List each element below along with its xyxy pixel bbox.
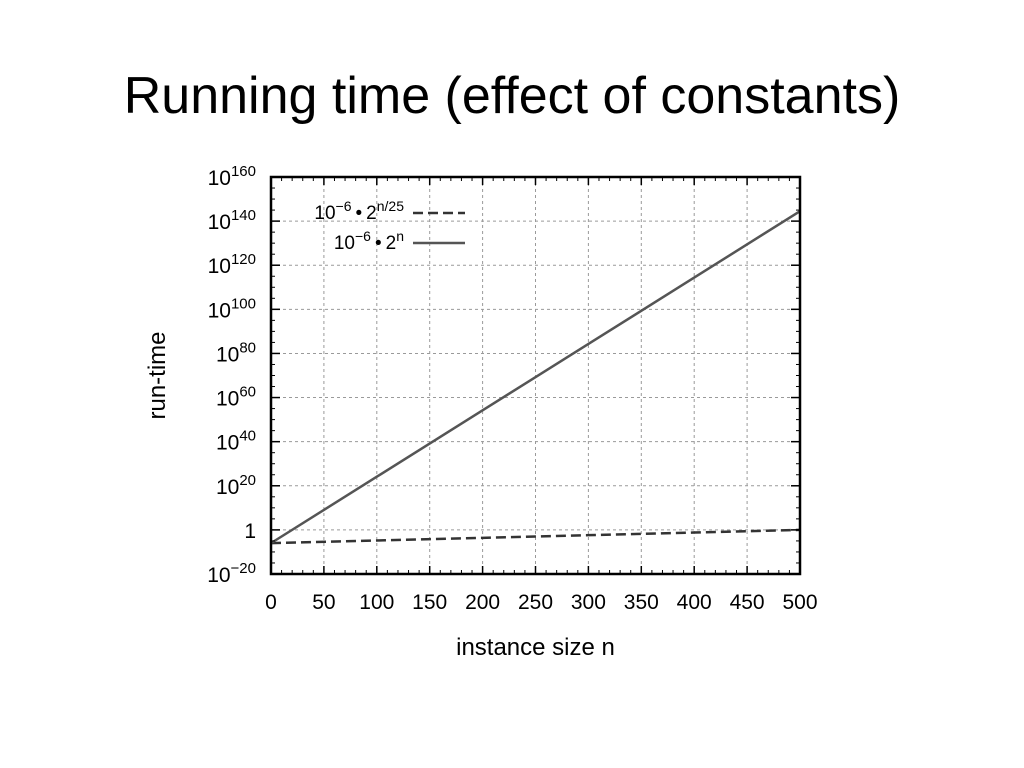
x-tick-label: 500 bbox=[782, 591, 817, 614]
y-tick-exponent: 120 bbox=[231, 251, 256, 268]
y-tick-label: 10100 bbox=[208, 295, 256, 322]
series-line-0 bbox=[270, 528, 801, 545]
y-tick-label: 1080 bbox=[216, 339, 256, 366]
x-tick-label: 350 bbox=[624, 591, 659, 614]
y-tick-exponent: −20 bbox=[231, 560, 256, 577]
y-tick-exponent: 100 bbox=[231, 295, 256, 312]
y-tick-label: 1020 bbox=[216, 472, 256, 499]
y-tick-exponent: 80 bbox=[239, 339, 256, 356]
y-tick-exponent: 40 bbox=[239, 428, 256, 445]
legend-dot: • bbox=[375, 233, 382, 254]
y-tick-label: 1 bbox=[244, 520, 256, 543]
x-tick-label: 150 bbox=[412, 591, 447, 614]
legend-base: 2 bbox=[386, 233, 397, 254]
legend-exp: n/25 bbox=[377, 198, 404, 214]
x-tick-label: 300 bbox=[571, 591, 606, 614]
x-tick-label: 50 bbox=[312, 591, 335, 614]
y-tick-base: 10 bbox=[216, 432, 239, 455]
y-tick-label: 1040 bbox=[216, 428, 256, 455]
y-tick-label: 10160 bbox=[208, 163, 256, 190]
y-tick-base: 10 bbox=[208, 211, 231, 234]
y-axis-title: run-time bbox=[144, 331, 171, 419]
x-tick-label: 400 bbox=[677, 591, 712, 614]
y-tick-exponent: 140 bbox=[231, 207, 256, 224]
y-tick-exponent: 160 bbox=[231, 163, 256, 180]
x-tick-label: 200 bbox=[465, 591, 500, 614]
y-tick-exponent: 20 bbox=[239, 472, 256, 489]
legend-coef: 10 bbox=[314, 203, 335, 224]
slide-title: Running time (effect of constants) bbox=[123, 67, 901, 125]
x-tick-label: 450 bbox=[730, 591, 765, 614]
series-line-1 bbox=[270, 210, 801, 545]
y-tick-label: 10140 bbox=[208, 207, 256, 234]
legend-label: 10−6 • 2n/25 bbox=[314, 198, 404, 224]
x-tick-label: 100 bbox=[359, 591, 394, 614]
legend-coef: 10 bbox=[334, 233, 355, 254]
x-tick-label: 0 bbox=[265, 591, 277, 614]
y-tick-exponent: 60 bbox=[239, 384, 256, 401]
legend-entry-1: 10−6 • 2n bbox=[334, 228, 465, 254]
legend-label: 10−6 • 2n bbox=[334, 228, 404, 254]
y-tick-label: 1060 bbox=[216, 384, 256, 411]
x-axis-title: instance size n bbox=[456, 634, 615, 661]
y-tick-base: 10 bbox=[208, 299, 231, 322]
y-tick-base: 10 bbox=[207, 564, 230, 587]
x-tick-labels: 0 50 100 150 200 250 300 350 400 450 500 bbox=[265, 591, 817, 614]
legend-base: 2 bbox=[366, 203, 377, 224]
y-tick-base: 10 bbox=[216, 343, 239, 366]
axis-ticks bbox=[270, 176, 801, 575]
legend-dot: • bbox=[356, 203, 363, 224]
legend-coef-exp: −6 bbox=[336, 198, 352, 214]
y-tick-base: 10 bbox=[208, 167, 231, 190]
y-tick-label: 10120 bbox=[208, 251, 256, 278]
y-tick-base: 10 bbox=[216, 476, 239, 499]
y-tick-base: 10 bbox=[216, 388, 239, 411]
legend-exp: n bbox=[396, 228, 404, 244]
y-tick-base: 10 bbox=[208, 255, 231, 278]
y-tick-base: 1 bbox=[244, 520, 256, 543]
series-layer bbox=[270, 210, 801, 545]
y-tick-label: 10−20 bbox=[207, 560, 256, 587]
legend-coef-exp: −6 bbox=[355, 228, 371, 244]
y-tick-labels: 10−2011020104010601080101001012010140101… bbox=[207, 163, 256, 587]
legend-entry-0: 10−6 • 2n/25 bbox=[314, 198, 465, 224]
x-tick-label: 250 bbox=[518, 591, 553, 614]
